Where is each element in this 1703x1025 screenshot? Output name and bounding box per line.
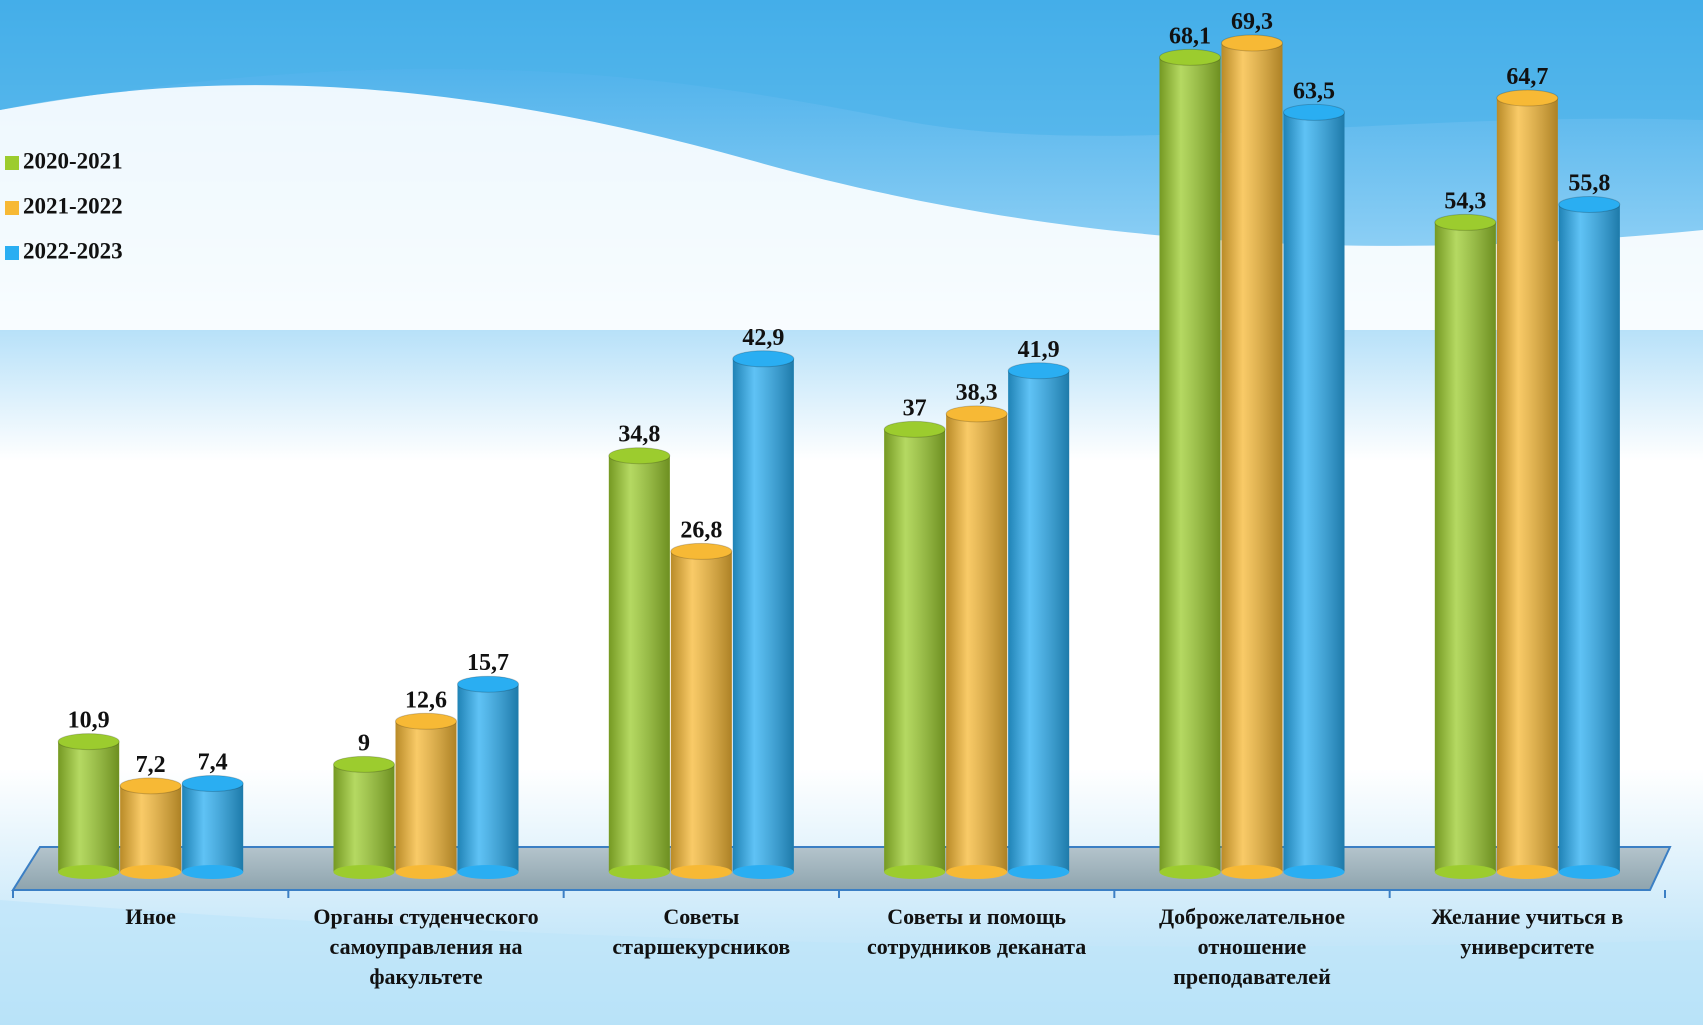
bar-base — [1221, 865, 1283, 879]
bar-cap — [457, 675, 519, 693]
legend-label: 2022-2023 — [23, 238, 123, 263]
bar-base — [1558, 865, 1620, 879]
legend-label: 2021-2022 — [23, 193, 123, 218]
bar-shade — [120, 785, 182, 872]
legend-swatch — [5, 156, 19, 170]
value-label: 7,2 — [136, 752, 166, 778]
bar-shade — [946, 413, 1008, 872]
bar-shade — [333, 764, 395, 872]
bar-cap — [732, 350, 795, 368]
bar-shade — [182, 783, 244, 872]
bar-base — [1283, 865, 1345, 879]
bar-shade — [1221, 43, 1283, 872]
value-label: 26,8 — [680, 517, 722, 543]
x-tick-label: Доброжелательное отношение преподавателе… — [1158, 904, 1345, 989]
bar-shade — [1008, 370, 1070, 872]
value-label: 9 — [358, 730, 370, 756]
bar-cap — [1221, 34, 1283, 52]
bar-base — [1434, 865, 1496, 879]
bar-cap — [1007, 362, 1070, 380]
bar-cap — [333, 755, 395, 773]
bar-base — [457, 865, 519, 879]
bar-shade — [670, 551, 732, 872]
wave — [0, 900, 1703, 1025]
bar-base — [946, 865, 1008, 879]
bar-shade — [1159, 57, 1221, 872]
legend-label: 2020-2021 — [23, 148, 123, 173]
x-tick-label: Советы и помощь сотрудников деканата — [867, 904, 1087, 959]
floor — [11, 846, 1672, 891]
bar-shade — [732, 358, 794, 872]
bar-base — [1496, 865, 1558, 879]
x-tick-label: Органы студенческого самоуправления на ф… — [313, 904, 539, 989]
bar-cap — [1496, 89, 1559, 107]
bar-shade — [1283, 112, 1345, 873]
bar-base — [608, 865, 670, 879]
bar-base — [395, 865, 457, 879]
bar-cap — [181, 774, 244, 792]
x-tick-label: Желание учиться в университете — [1431, 904, 1624, 959]
bar-shade — [608, 455, 670, 872]
bar-base — [333, 865, 395, 879]
value-label: 41,9 — [1018, 337, 1060, 363]
bar-cap — [1558, 195, 1621, 213]
bar-shade — [1496, 98, 1558, 873]
x-tick-label: Советы старшекурсников — [612, 904, 791, 959]
bar-base — [732, 865, 794, 879]
legend-swatch — [5, 246, 19, 260]
bar-base — [120, 865, 182, 879]
x-tick-label: Иное — [125, 904, 176, 929]
bar-shade — [1434, 222, 1496, 872]
bar-shade — [1558, 204, 1620, 872]
value-label: 38,3 — [956, 380, 998, 406]
bar-cap — [670, 542, 733, 560]
value-label: 55,8 — [1568, 170, 1610, 196]
bar-cap — [1434, 213, 1497, 231]
bar-cap — [57, 733, 120, 751]
bar-base — [884, 865, 946, 879]
legend-swatch — [5, 201, 19, 215]
bar-cap — [945, 405, 1008, 423]
bar-base — [670, 865, 732, 879]
bar-base — [58, 865, 120, 879]
bar-cap — [883, 420, 946, 438]
value-label: 64,7 — [1506, 64, 1548, 90]
value-label: 12,6 — [405, 687, 447, 713]
value-label: 15,7 — [467, 650, 509, 676]
value-label: 68,1 — [1169, 23, 1211, 49]
bar-cap — [395, 712, 457, 730]
value-label: 69,3 — [1231, 9, 1273, 35]
value-label: 63,5 — [1293, 78, 1335, 104]
bar-base — [1159, 865, 1221, 879]
value-label: 34,8 — [618, 422, 660, 448]
bar-shade — [395, 721, 457, 872]
value-label: 42,9 — [742, 325, 784, 351]
value-label: 54,3 — [1444, 188, 1486, 214]
bar-shade — [58, 741, 120, 872]
bar-base — [1008, 865, 1070, 879]
bar-cap — [608, 447, 671, 465]
value-label: 10,9 — [68, 708, 110, 734]
bar-shade — [457, 684, 519, 872]
value-label: 7,4 — [198, 749, 228, 775]
bar-base — [182, 865, 244, 879]
bar-shade — [884, 429, 946, 872]
bar-cap — [119, 777, 182, 795]
value-label: 37 — [903, 395, 927, 421]
bar-cap — [1159, 48, 1221, 66]
bar-cap — [1283, 103, 1345, 121]
